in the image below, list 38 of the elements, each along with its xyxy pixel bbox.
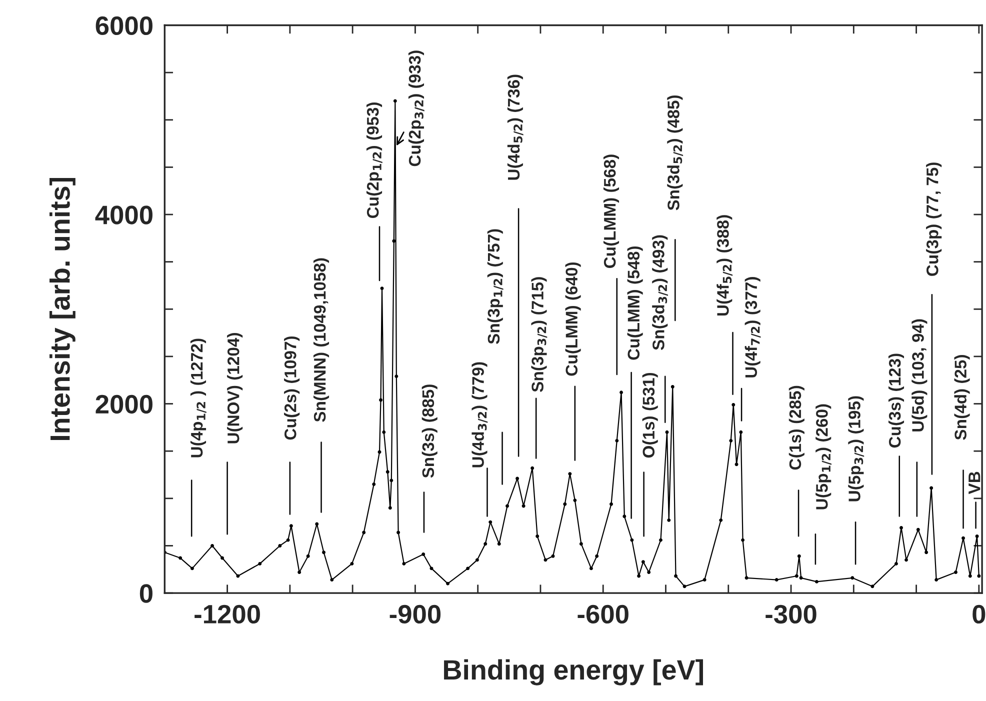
- x-tick-label: -900: [390, 604, 441, 624]
- annotation: Sn(3d$_{5/2}$) (485): [667, 95, 684, 210]
- y-tick-label: 6000: [96, 16, 152, 36]
- annotation: U(NOV) (1204): [227, 333, 243, 444]
- annotation: C(1s) (285): [788, 386, 804, 470]
- annotation: VB: [968, 472, 980, 494]
- y-tick-label: 0: [140, 584, 152, 603]
- annotation: U(4d$_{3/2}$) (779): [472, 362, 488, 468]
- annotation: Cu(LMM) (640): [565, 262, 581, 376]
- annotation: Sn(3d$_{3/2}$) (493): [652, 235, 668, 350]
- annotation: U(5d) (103, 94): [912, 319, 928, 432]
- annotation: Cu(2p$_{3/2}$) (933): [408, 50, 424, 166]
- x-axis-title: Binding energy [eV]: [444, 659, 703, 686]
- annotation: U(4f$_{5/2}$) (388): [716, 215, 733, 316]
- annotation: Cu(LMM) (548): [627, 246, 643, 360]
- annotation: U(4d$_{5/2}$) (736): [507, 74, 524, 180]
- y-axis-title: Intensity [arb. units]: [50, 178, 76, 440]
- annotation: Cu(2p$_{1/2}$) (953): [366, 102, 382, 218]
- annotation: Cu(LMM) (568): [603, 154, 620, 268]
- annotation: Cu(3s) (123): [888, 354, 904, 448]
- annotation: O(1s) (531): [642, 372, 658, 458]
- annotation: U(4f$_{7/2}$) (377): [744, 277, 761, 378]
- x-tick-label: -1200: [194, 604, 260, 624]
- annotation: U(5p$_{1/2}$) (260): [816, 404, 832, 510]
- annotation: Sn(3s) (885): [422, 384, 438, 478]
- annotation: Cu(2s) (1097): [284, 336, 300, 440]
- annotation: Sn(3p$_{3/2}$) (715): [531, 277, 548, 392]
- x-tick-label: 0: [972, 604, 986, 624]
- annotation: Sn(3p$_{1/2}$) (757): [487, 229, 504, 344]
- x-tick-label: -300: [766, 604, 816, 624]
- annotation: U(5p$_{3/2}$) (195): [848, 396, 864, 502]
- x-tick-label: -600: [578, 604, 628, 624]
- y-tick-label: 4000: [95, 206, 152, 224]
- annotation: U(4p$_{1/2}$ ) (1272): [190, 338, 206, 458]
- y-tick-label: 2000: [96, 394, 152, 414]
- annotation: Sn(4d) (25): [954, 355, 970, 440]
- annotation: Sn(MNN) (1049,1058): [313, 258, 330, 422]
- annotation: Cu(3p) (77, 75): [926, 162, 942, 276]
